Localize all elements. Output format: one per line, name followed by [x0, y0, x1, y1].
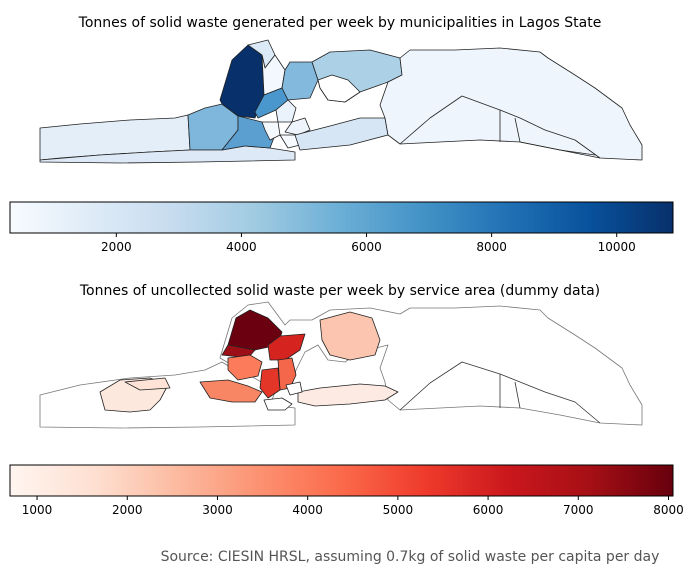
bottom-colorbar-tick-label: 8000 — [653, 503, 684, 517]
top-colorbar: 2000 4000 6000 8000 10000 — [9, 201, 674, 254]
region-epe[interactable] — [379, 47, 643, 161]
lagoon-outline — [317, 74, 361, 103]
region-kosofe[interactable] — [281, 61, 319, 101]
bottom-map-title: Tonnes of uncollected solid waste per we… — [79, 283, 600, 299]
region-boundary-east-2 — [499, 109, 601, 159]
top-colorbar-bar — [9, 201, 674, 234]
top-colorbar-tick-label: 8000 — [476, 240, 507, 254]
top-colorbar-tick-label: 4000 — [226, 240, 257, 254]
service-area-amuwo[interactable] — [199, 379, 263, 403]
region-mushin[interactable] — [275, 99, 297, 123]
bottom-colorbar-tick-label: 4000 — [292, 503, 323, 517]
bottom-colorbar-tick-label: 1000 — [22, 503, 53, 517]
top-colorbar-ticks: 2000 4000 6000 8000 10000 — [101, 233, 636, 254]
top-colorbar-tick-label: 2000 — [101, 240, 132, 254]
service-area-alimosho[interactable] — [227, 309, 283, 351]
service-area-lekki[interactable] — [297, 383, 399, 407]
top-colorbar-tick-label: 10000 — [598, 240, 636, 254]
bottom-colorbar-bar — [9, 464, 674, 497]
region-eti-osa[interactable] — [294, 117, 389, 151]
region-surulere[interactable] — [261, 121, 281, 141]
source-note: Source: CIESIN HRSL, assuming 0.7kg of s… — [161, 549, 660, 565]
service-area-ojo[interactable] — [124, 377, 171, 391]
region-boundary-east — [399, 95, 596, 156]
east-boundary-lines — [399, 361, 601, 424]
top-map-title: Tonnes of solid waste generated per week… — [78, 15, 602, 31]
service-area-ikorodu[interactable] — [319, 311, 381, 361]
service-area-mushin[interactable] — [259, 367, 281, 399]
bottom-map — [39, 301, 643, 429]
top-map — [39, 39, 643, 164]
bottom-colorbar-tick-label: 3000 — [202, 503, 233, 517]
service-area-ikeja[interactable] — [267, 333, 306, 361]
bottom-colorbar: 1000 2000 3000 4000 5000 6000 7000 8000 — [9, 464, 684, 517]
bottom-colorbar-tick-label: 7000 — [563, 503, 594, 517]
bottom-colorbar-tick-label: 2000 — [112, 503, 143, 517]
top-colorbar-tick-label: 6000 — [351, 240, 382, 254]
bottom-colorbar-tick-label: 6000 — [473, 503, 504, 517]
service-area-island[interactable] — [285, 381, 303, 396]
bottom-colorbar-tick-label: 5000 — [383, 503, 414, 517]
service-area-surulere[interactable] — [263, 397, 293, 411]
service-area-ojodu[interactable] — [227, 354, 263, 381]
bottom-colorbar-ticks: 1000 2000 3000 4000 5000 6000 7000 8000 — [22, 496, 684, 517]
